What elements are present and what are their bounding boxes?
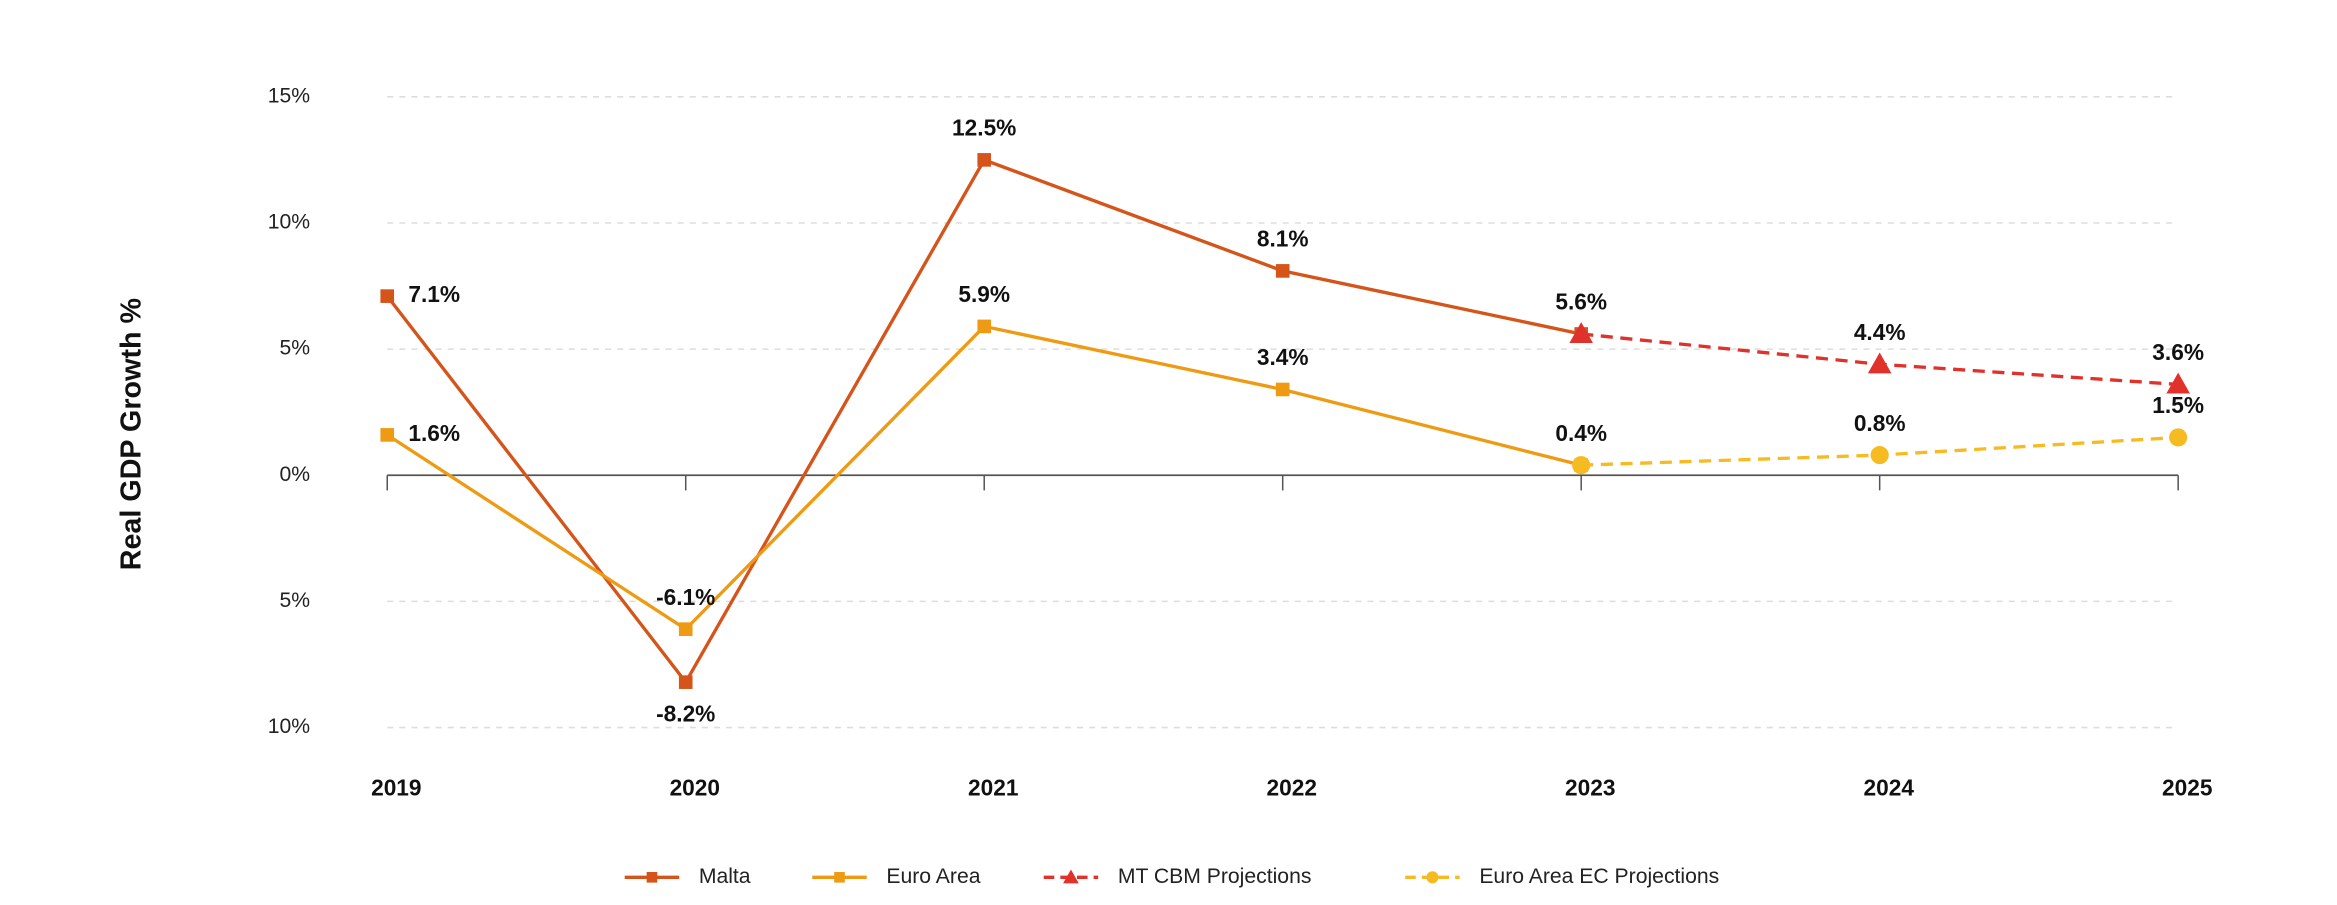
marker xyxy=(380,289,395,303)
x-tick-label: 2022 xyxy=(1267,775,1317,801)
y-tick-label: 0% xyxy=(280,463,311,486)
data-label: 7.1% xyxy=(408,281,460,307)
marker xyxy=(1572,456,1591,475)
x-tick-label: 2019 xyxy=(371,775,421,801)
data-label: 5.9% xyxy=(958,281,1010,307)
data-label: -8.2% xyxy=(656,700,715,726)
legend-marker xyxy=(834,872,845,883)
y-tick-label: 10% xyxy=(268,211,311,234)
data-label: 8.1% xyxy=(1257,226,1309,252)
data-label: 3.4% xyxy=(1257,344,1309,370)
data-label: 1.6% xyxy=(408,420,460,446)
marker xyxy=(2166,372,2190,394)
marker xyxy=(678,622,693,636)
data-label: 4.4% xyxy=(1854,319,1906,345)
legend-label: Malta xyxy=(699,865,751,888)
legend-marker xyxy=(1063,869,1079,884)
marker xyxy=(977,153,992,167)
marker xyxy=(1275,264,1290,278)
legend-label: Euro Area xyxy=(886,865,980,888)
data-label: 5.6% xyxy=(1555,289,1607,315)
y-tick-label: 5% xyxy=(280,589,311,612)
legend-marker xyxy=(646,872,658,883)
data-label: -6.1% xyxy=(656,584,715,610)
x-tick-label: 2025 xyxy=(2162,775,2212,801)
y-tick-label: 15% xyxy=(268,84,311,107)
legend-marker xyxy=(1426,871,1439,884)
legend-label: Euro Area EC Projections xyxy=(1479,865,1719,888)
x-tick-label: 2020 xyxy=(670,775,720,801)
data-label: 0.8% xyxy=(1854,410,1906,436)
x-tick-label: 2024 xyxy=(1864,775,1915,801)
marker xyxy=(977,319,992,334)
x-tick-label: 2021 xyxy=(968,775,1018,801)
y-tick-label: 5% xyxy=(280,337,311,360)
marker xyxy=(2169,428,2188,447)
marker xyxy=(380,428,395,442)
marker xyxy=(1275,382,1290,397)
legend-label: MT CBM Projections xyxy=(1118,865,1312,888)
y-axis-label: Real GDP Growth % xyxy=(116,298,148,570)
marker xyxy=(678,675,693,689)
y-tick-label: 10% xyxy=(268,715,311,738)
data-label: 0.4% xyxy=(1555,420,1607,446)
marker xyxy=(1870,446,1889,465)
data-label: 12.5% xyxy=(952,115,1016,141)
data-label: 3.6% xyxy=(2152,339,2204,365)
x-tick-label: 2023 xyxy=(1565,775,1615,801)
marker xyxy=(1867,352,1892,374)
data-label: 1.5% xyxy=(2152,392,2204,418)
marker xyxy=(1569,322,1593,344)
